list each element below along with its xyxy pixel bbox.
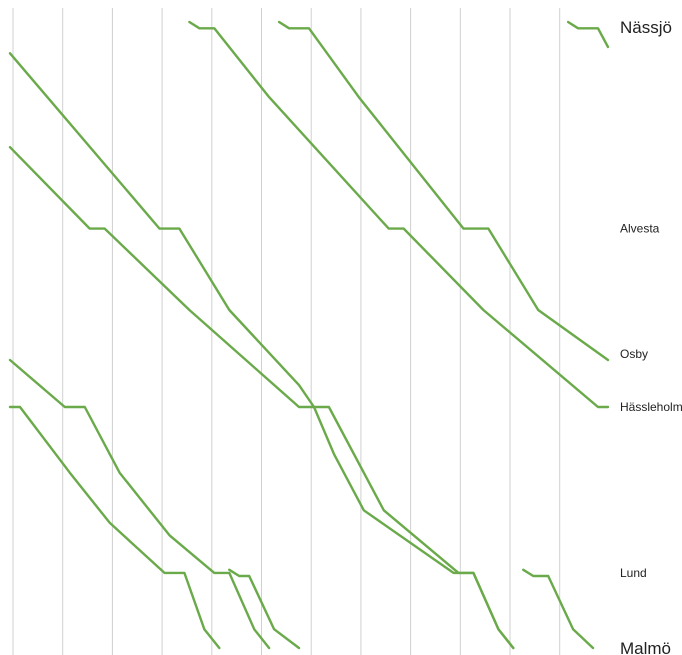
- train-path-8: [228, 568, 301, 650]
- station-label-osby: Osby: [620, 347, 648, 361]
- station-label-nässjö: Nässjö: [620, 18, 672, 37]
- train-path-4: [277, 20, 610, 362]
- station-label-alvesta: Alvesta: [620, 222, 660, 236]
- train-paths: [8, 20, 610, 650]
- vertical-gridlines: [12, 8, 561, 655]
- train-path-2: [8, 145, 515, 650]
- train-path-9: [522, 568, 595, 650]
- station-label-lund: Lund: [620, 566, 647, 580]
- train-path-3: [188, 20, 610, 409]
- station-label-hässleholm: Hässleholm: [620, 400, 682, 414]
- station-label-malmö: Malmö: [620, 639, 671, 655]
- station-labels: Nässjö Alvesta Osby Hässleholm Lund Malmö: [620, 18, 682, 655]
- train-path-5: [566, 20, 610, 49]
- train-path-6: [8, 358, 271, 650]
- train-path-7: [8, 405, 221, 650]
